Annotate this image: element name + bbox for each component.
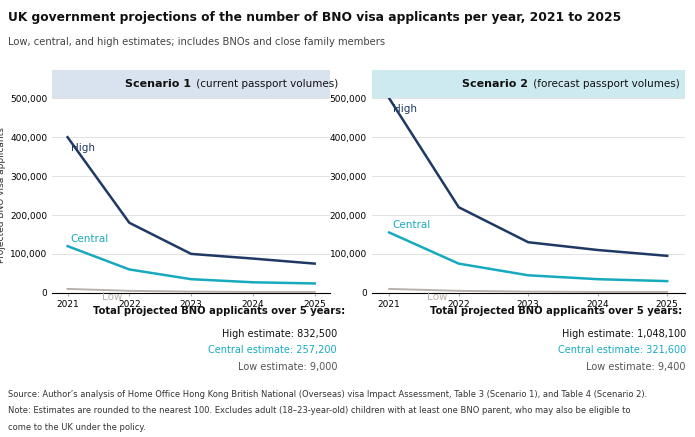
Text: High: High (71, 143, 95, 153)
Text: Low estimate: 9,000: Low estimate: 9,000 (238, 362, 337, 372)
Text: Low, central, and high estimates; includes BNOs and close family members: Low, central, and high estimates; includ… (8, 37, 386, 47)
Text: High estimate: 1,048,100: High estimate: 1,048,100 (562, 329, 686, 339)
Text: Central: Central (393, 220, 431, 230)
Text: Low: Low (101, 291, 122, 302)
Text: Note: Estimates are rounded to the nearest 100. Excludes adult (18–23-year-old) : Note: Estimates are rounded to the neare… (8, 406, 631, 416)
Text: Source: Author’s analysis of Home Office Hong Kong British National (Overseas) v: Source: Author’s analysis of Home Office… (8, 390, 648, 399)
Y-axis label: Projected BNO visa applicants: Projected BNO visa applicants (0, 128, 6, 264)
Text: UK government projections of the number of BNO visa applicants per year, 2021 to: UK government projections of the number … (8, 11, 621, 24)
Text: Central estimate: 321,600: Central estimate: 321,600 (557, 345, 686, 355)
Text: Low estimate: 9,400: Low estimate: 9,400 (587, 362, 686, 372)
Text: Total projected BNO applicants over 5 years:: Total projected BNO applicants over 5 ye… (430, 306, 682, 316)
Text: Central estimate: 257,200: Central estimate: 257,200 (208, 345, 337, 355)
Text: come to the UK under the policy.: come to the UK under the policy. (8, 423, 146, 432)
Text: High estimate: 832,500: High estimate: 832,500 (222, 329, 337, 339)
Text: Low: Low (427, 291, 448, 302)
Text: (forecast passport volumes): (forecast passport volumes) (530, 79, 679, 89)
Text: Total projected BNO applicants over 5 years:: Total projected BNO applicants over 5 ye… (93, 306, 345, 316)
Text: Scenario 1: Scenario 1 (125, 79, 191, 89)
Text: Central: Central (71, 234, 109, 244)
Text: High: High (393, 104, 417, 114)
Text: (current passport volumes): (current passport volumes) (193, 79, 338, 89)
Text: Scenario 2: Scenario 2 (462, 79, 528, 89)
